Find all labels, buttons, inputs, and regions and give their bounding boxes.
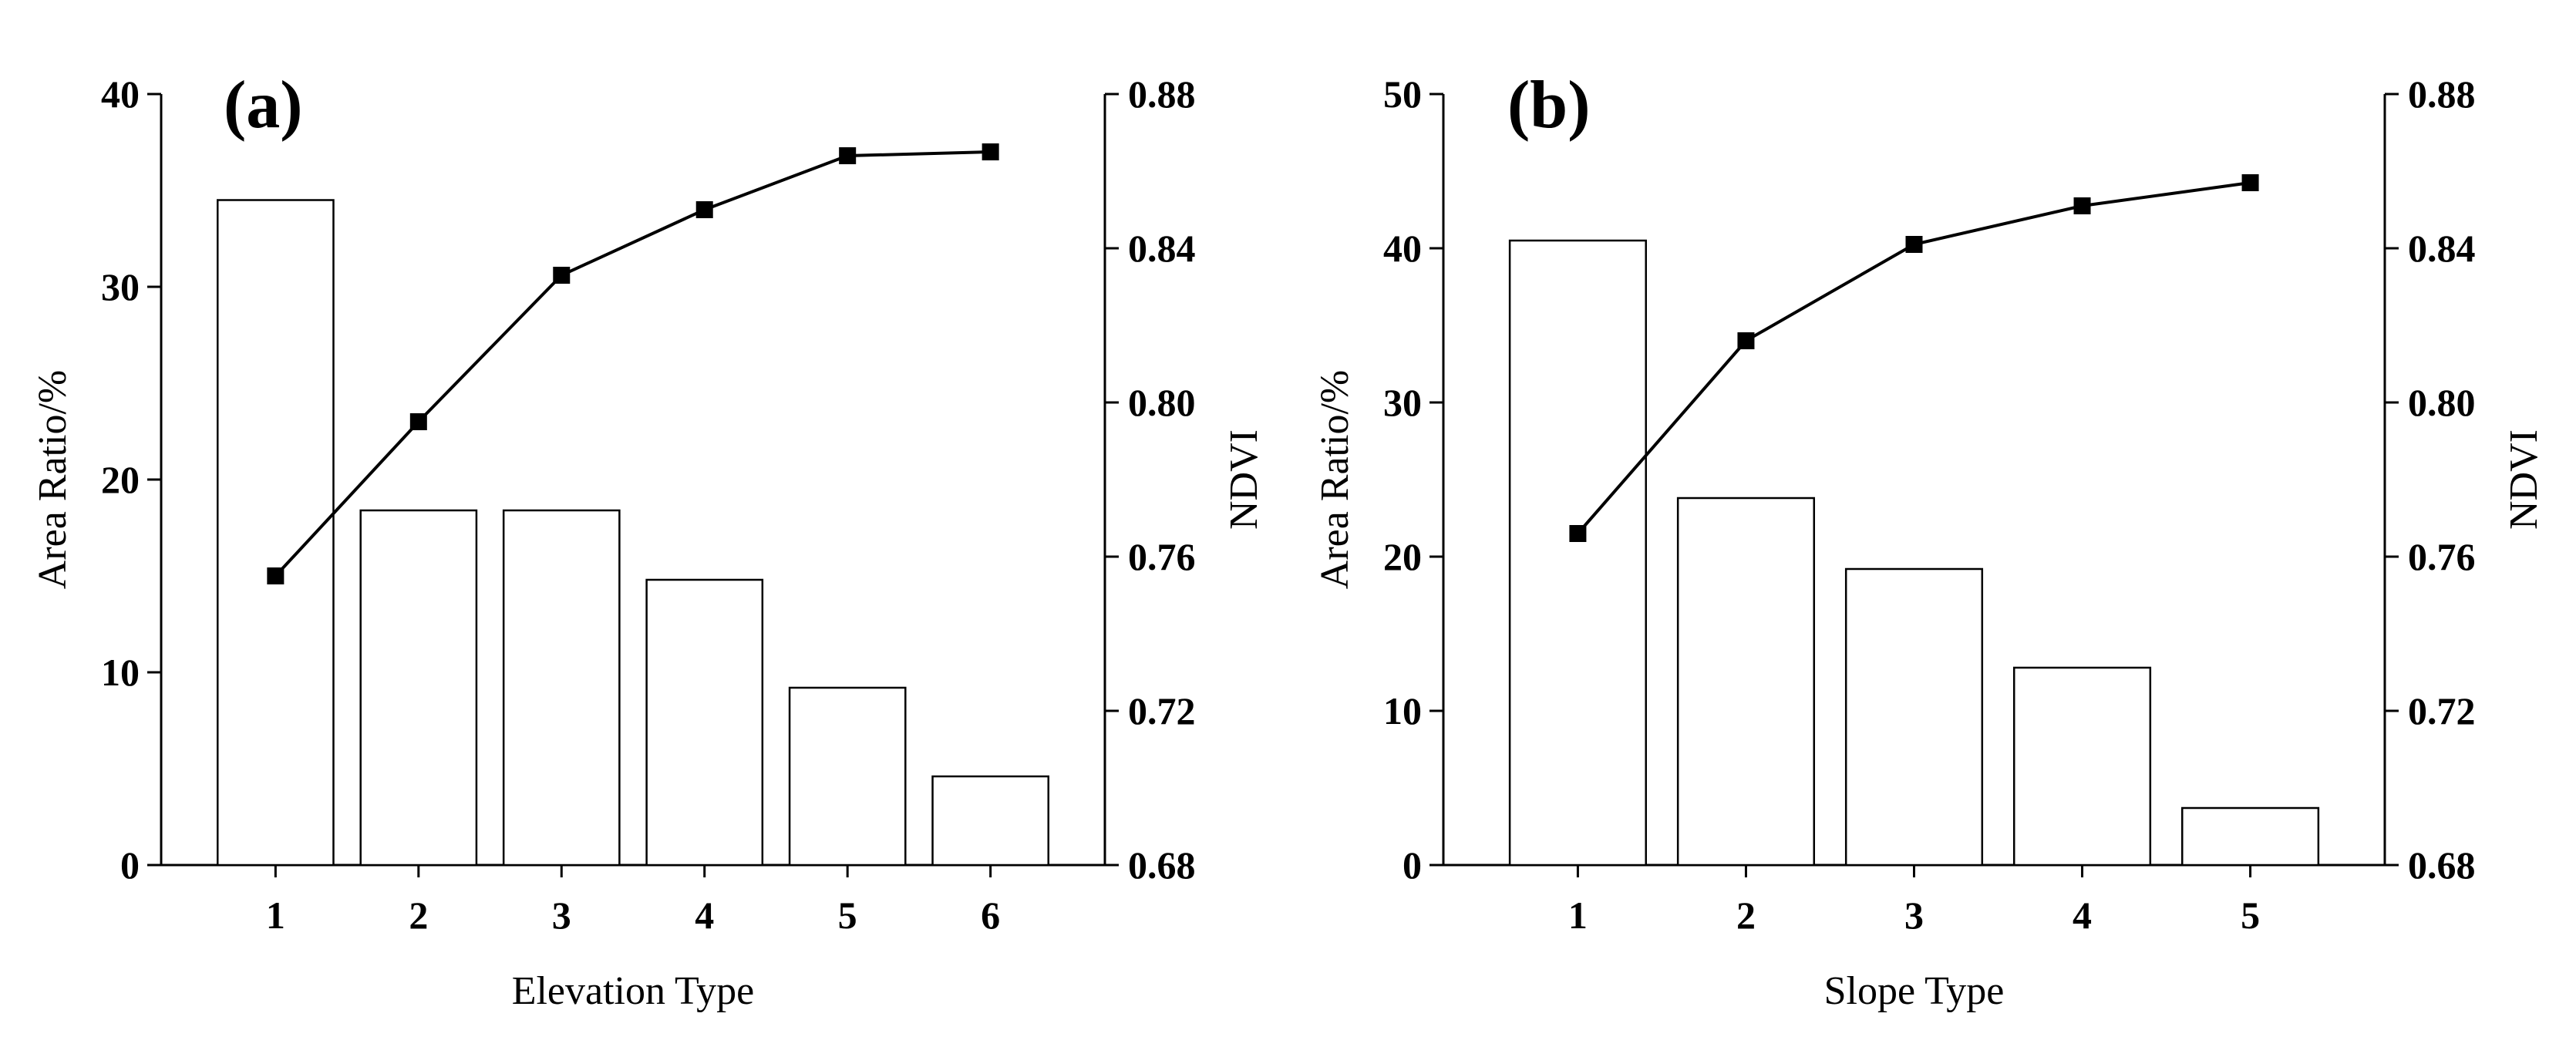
y-tick-label: 40 (101, 72, 140, 116)
bar (1676, 497, 1816, 867)
y2-tick-label: 0.80 (2408, 381, 2476, 424)
y-tick-label: 30 (1383, 381, 1422, 424)
panel-b: 0 10 20 30 40 50 0.68 0.72 0.76 0.80 0.84 0.88 1 2 3 4 5… (1313, 68, 2546, 1013)
ndvi-series-line (274, 150, 991, 577)
y2-tick-label: 0.88 (2408, 72, 2476, 116)
y2-axis-title: NDVI (2502, 429, 2546, 530)
bar (1844, 567, 1984, 867)
bar (931, 775, 1049, 867)
x-tick-label: 2 (1736, 894, 1756, 937)
y2-tick-label: 0.76 (1128, 535, 1196, 578)
ndvi-point (695, 201, 713, 218)
y2-tick-label: 0.76 (2408, 535, 2476, 578)
bar (502, 509, 621, 867)
y-tick-label: 50 (1383, 72, 1422, 116)
panel-a: 0 10 20 30 40 0.68 0.72 0.76 0.80 0.84 0.88 1 2 3 4 5 6 A… (31, 68, 1266, 1013)
ndvi-point (409, 413, 427, 430)
y2-tick-label: 0.84 (1128, 227, 1196, 270)
x-axis-title: Slope Type (1824, 969, 2005, 1013)
x-axis-title: Elevation Type (512, 969, 755, 1013)
x-tick-label: 6 (981, 894, 1000, 937)
y-axis-title: Area Ratio/% (31, 370, 75, 589)
ndvi-point (839, 147, 857, 164)
ndvi-point (1737, 332, 1755, 349)
y-tick-label: 10 (1383, 689, 1422, 732)
panel-label: (b) (1507, 68, 1591, 143)
bar (2181, 806, 2320, 867)
panel-label: (a) (224, 68, 303, 143)
x-tick-label: 5 (2241, 894, 2260, 937)
y2-tick-label: 0.72 (1128, 689, 1196, 732)
y2-axis-title: NDVI (1222, 429, 1266, 530)
y2-tick-label: 0.80 (1128, 381, 1196, 424)
y-tick-label: 30 (101, 265, 140, 308)
x-tick-label: 3 (552, 894, 571, 937)
x-tick-label: 2 (409, 894, 428, 937)
ndvi-point (2073, 197, 2091, 214)
y-tick-label: 20 (101, 458, 140, 501)
ndvi-point (982, 143, 999, 160)
x-tick-label: 5 (838, 894, 857, 937)
x-tick-label: 4 (695, 894, 714, 937)
y2-tick-label: 0.68 (1128, 843, 1196, 887)
bar (1508, 239, 1647, 867)
y-tick-label: 40 (1383, 227, 1422, 270)
y-tick-label: 20 (1383, 535, 1422, 578)
y-tick-label: 0 (120, 843, 140, 887)
y-axis-title: Area Ratio/% (1313, 370, 1357, 589)
x-tick-label: 1 (266, 894, 285, 937)
ndvi-point (1569, 525, 1587, 542)
x-tick-label: 3 (1904, 894, 1924, 937)
ndvi-point (553, 267, 571, 284)
x-tick-label: 1 (1568, 894, 1588, 937)
y-tick-label: 0 (1402, 843, 1422, 887)
x-tick-label: 4 (2073, 894, 2092, 937)
bar (2012, 666, 2152, 867)
bar (359, 509, 478, 867)
y2-tick-label: 0.72 (2408, 689, 2476, 732)
y2-tick-label: 0.68 (2408, 843, 2476, 887)
ndvi-point (1905, 236, 1923, 253)
y-tick-label: 10 (101, 651, 140, 694)
ndvi-series-line (1576, 181, 2251, 535)
ndvi-point (2241, 174, 2259, 191)
bar (645, 578, 764, 867)
bar (788, 686, 907, 867)
y2-tick-label: 0.84 (2408, 227, 2476, 270)
ndvi-point (267, 567, 285, 584)
y2-tick-label: 0.88 (1128, 72, 1196, 116)
